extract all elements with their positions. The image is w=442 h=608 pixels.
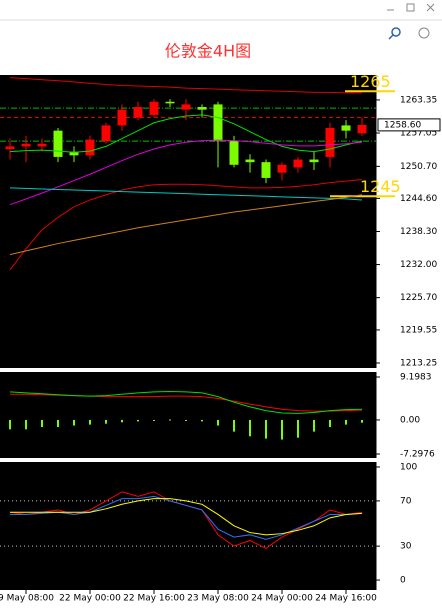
candle-body [21,143,31,147]
lens[interactable] [391,27,401,37]
x-tick-label: 9 May 08:00 [0,594,54,604]
series-line [10,498,363,536]
histogram-bar [57,419,59,427]
candle-body [85,139,95,156]
series-line [9,194,363,256]
histogram-bar [73,419,75,426]
close[interactable] [426,3,435,12]
candle-body [341,125,351,131]
candle-body [37,143,47,147]
histogram-bar [41,419,43,427]
histogram-bar [249,419,251,437]
candle-body [213,104,223,142]
current-price-box [377,118,441,132]
y-tick-label: 1225.70 [400,293,437,303]
y-tick-label: 1250.70 [400,162,437,172]
x-tick-label: 24 May 00:00 [251,594,313,604]
candle-body [69,151,79,156]
y-tick-label: 9.1983 [400,373,432,383]
candle-body [5,146,15,150]
y-tick-label: 30 [400,542,412,552]
candle-body [101,125,111,142]
x-tick-label: 22 May 00:00 [59,594,121,604]
histogram-bar [265,419,267,439]
y-tick-label: -7.2976 [400,450,435,460]
series-line [9,77,362,94]
search-icon[interactable] [388,27,401,40]
candle-body [261,162,271,178]
y-tick-label: 0.00 [400,415,420,425]
y-tick-label: 0 [400,576,406,586]
zoom-icon[interactable] [418,27,430,39]
histogram-bar [185,419,187,421]
x-tick-label: 23 May 08:00 [187,594,249,604]
histogram-bar [313,419,315,432]
series-line [9,139,363,206]
histogram-bar [297,419,299,438]
histogram-bar [361,419,363,423]
series-line [9,390,363,414]
histogram-bar [121,419,123,423]
candle-body [197,107,207,110]
histogram-bar [25,419,27,430]
candle-body [133,107,143,118]
histogram-bar [345,419,347,425]
restore[interactable] [406,3,415,12]
price-panel [0,75,376,368]
histogram-bar [329,419,331,427]
level-label: 1245 [360,177,401,196]
histogram-bar [281,419,283,440]
histogram-bar [105,419,107,424]
series-line [10,495,363,540]
chart-title: 伦敦金4H图 [165,42,251,61]
y-tick-label: 1213.25 [400,359,437,369]
candle-body [325,128,335,157]
candle-body [149,101,159,115]
handle[interactable] [388,34,394,40]
candle-body [181,104,191,110]
series-line [9,178,363,271]
x-tick-label: 24 May 16:00 [315,594,377,604]
histogram-bar [9,419,11,430]
y-tick-label: 1244.60 [400,194,437,204]
y-tick-label: 1232.00 [400,260,437,270]
y-tick-label: 1219.55 [400,325,437,335]
candle-body [53,130,63,157]
histogram-bar [217,419,219,426]
histogram-bar [233,419,235,432]
oscillator-panel [0,372,376,458]
window-controls[interactable] [387,3,435,12]
y-tick-label: 1257.05 [400,129,437,139]
candle-body [229,141,239,165]
histogram-bar [201,419,203,422]
histogram-bar [137,419,139,422]
candle-body [245,159,255,163]
current-price-label: 1258.60 [384,120,421,130]
candle-body [309,159,319,163]
y-tick-label: 100 [400,462,417,472]
candle-body [277,164,287,173]
level-label: 1265 [350,72,391,91]
candle-body [357,124,367,134]
series-line [9,114,363,153]
x-tick-label: 22 May 16:00 [123,594,185,604]
y-tick-label: 70 [400,496,412,506]
candle-body [165,101,175,104]
histogram-bar [153,419,155,421]
y-tick-label: 1263.35 [400,95,437,105]
stochastic-panel [0,462,376,590]
histogram-bar [169,419,171,421]
zoom[interactable] [418,27,430,39]
candle-body [293,159,303,168]
series-line [9,187,363,201]
histogram-bar [89,419,91,425]
y-tick-label: 1238.30 [400,227,437,237]
candle-body [117,109,127,126]
